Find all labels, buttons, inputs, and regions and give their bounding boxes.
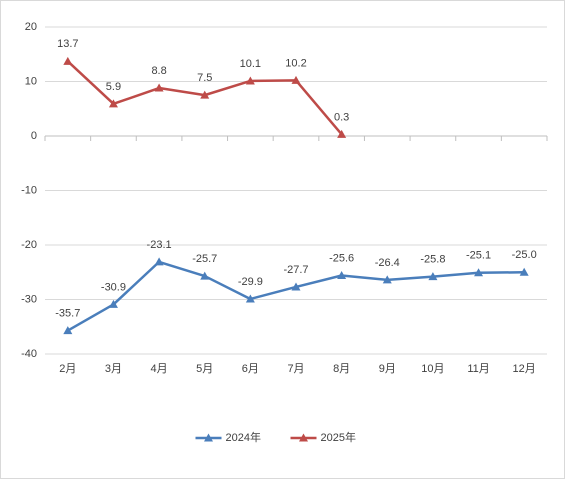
y-tick-label: -40 (21, 348, 37, 360)
data-label: -29.9 (238, 276, 263, 288)
data-label: -26.4 (375, 257, 400, 269)
x-tick-label: 2月 (59, 363, 76, 375)
data-label: -23.1 (147, 239, 172, 251)
marker (245, 294, 255, 303)
marker (200, 90, 210, 99)
marker (519, 267, 529, 276)
marker (245, 76, 255, 85)
marker (200, 271, 210, 280)
marker (337, 271, 347, 280)
data-label: -25.1 (466, 250, 491, 262)
y-tick-label: -20 (21, 239, 37, 251)
legend-marker (204, 433, 213, 442)
marker (154, 83, 164, 92)
data-label: 13.7 (57, 38, 78, 50)
marker (108, 299, 118, 308)
data-label: 10.1 (240, 58, 261, 70)
legend-marker (299, 433, 308, 442)
data-label: -25.8 (420, 254, 445, 266)
x-tick-label: 8月 (333, 363, 350, 375)
x-tick-label: 5月 (196, 363, 213, 375)
data-label: 0.3 (334, 111, 349, 123)
data-label: 5.9 (106, 81, 121, 93)
marker (474, 268, 484, 277)
x-tick-label: 7月 (287, 363, 304, 375)
x-tick-label: 12月 (513, 363, 536, 375)
marker (428, 272, 438, 281)
data-label: -35.7 (55, 307, 80, 319)
data-label: -25.6 (329, 252, 354, 264)
x-tick-label: 11月 (467, 363, 489, 375)
marker (154, 257, 164, 266)
data-label: -27.7 (283, 264, 308, 276)
data-label: 10.2 (285, 57, 306, 69)
x-tick-label: 3月 (105, 363, 122, 375)
data-label: -25.0 (512, 249, 537, 261)
legend-label: 2024年 (226, 430, 261, 444)
y-tick-label: 0 (31, 130, 37, 142)
x-tick-label: 10月 (421, 363, 444, 375)
y-tick-label: -30 (21, 293, 37, 305)
marker (108, 99, 118, 108)
data-label: 7.5 (197, 72, 212, 84)
x-tick-label: 6月 (242, 363, 259, 375)
marker (382, 275, 392, 284)
data-label: -30.9 (101, 281, 126, 293)
y-tick-label: -10 (21, 184, 37, 196)
marker (337, 129, 347, 138)
marker (63, 56, 73, 65)
data-label: 8.8 (151, 65, 166, 77)
marker (291, 75, 301, 84)
data-label: -25.7 (192, 253, 217, 265)
x-tick-label: 9月 (379, 363, 396, 375)
marker (63, 326, 73, 335)
y-tick-label: 10 (25, 75, 37, 87)
y-tick-label: 20 (25, 21, 37, 33)
x-tick-label: 4月 (151, 363, 168, 375)
legend-label: 2025年 (321, 430, 356, 444)
marker (291, 282, 301, 291)
